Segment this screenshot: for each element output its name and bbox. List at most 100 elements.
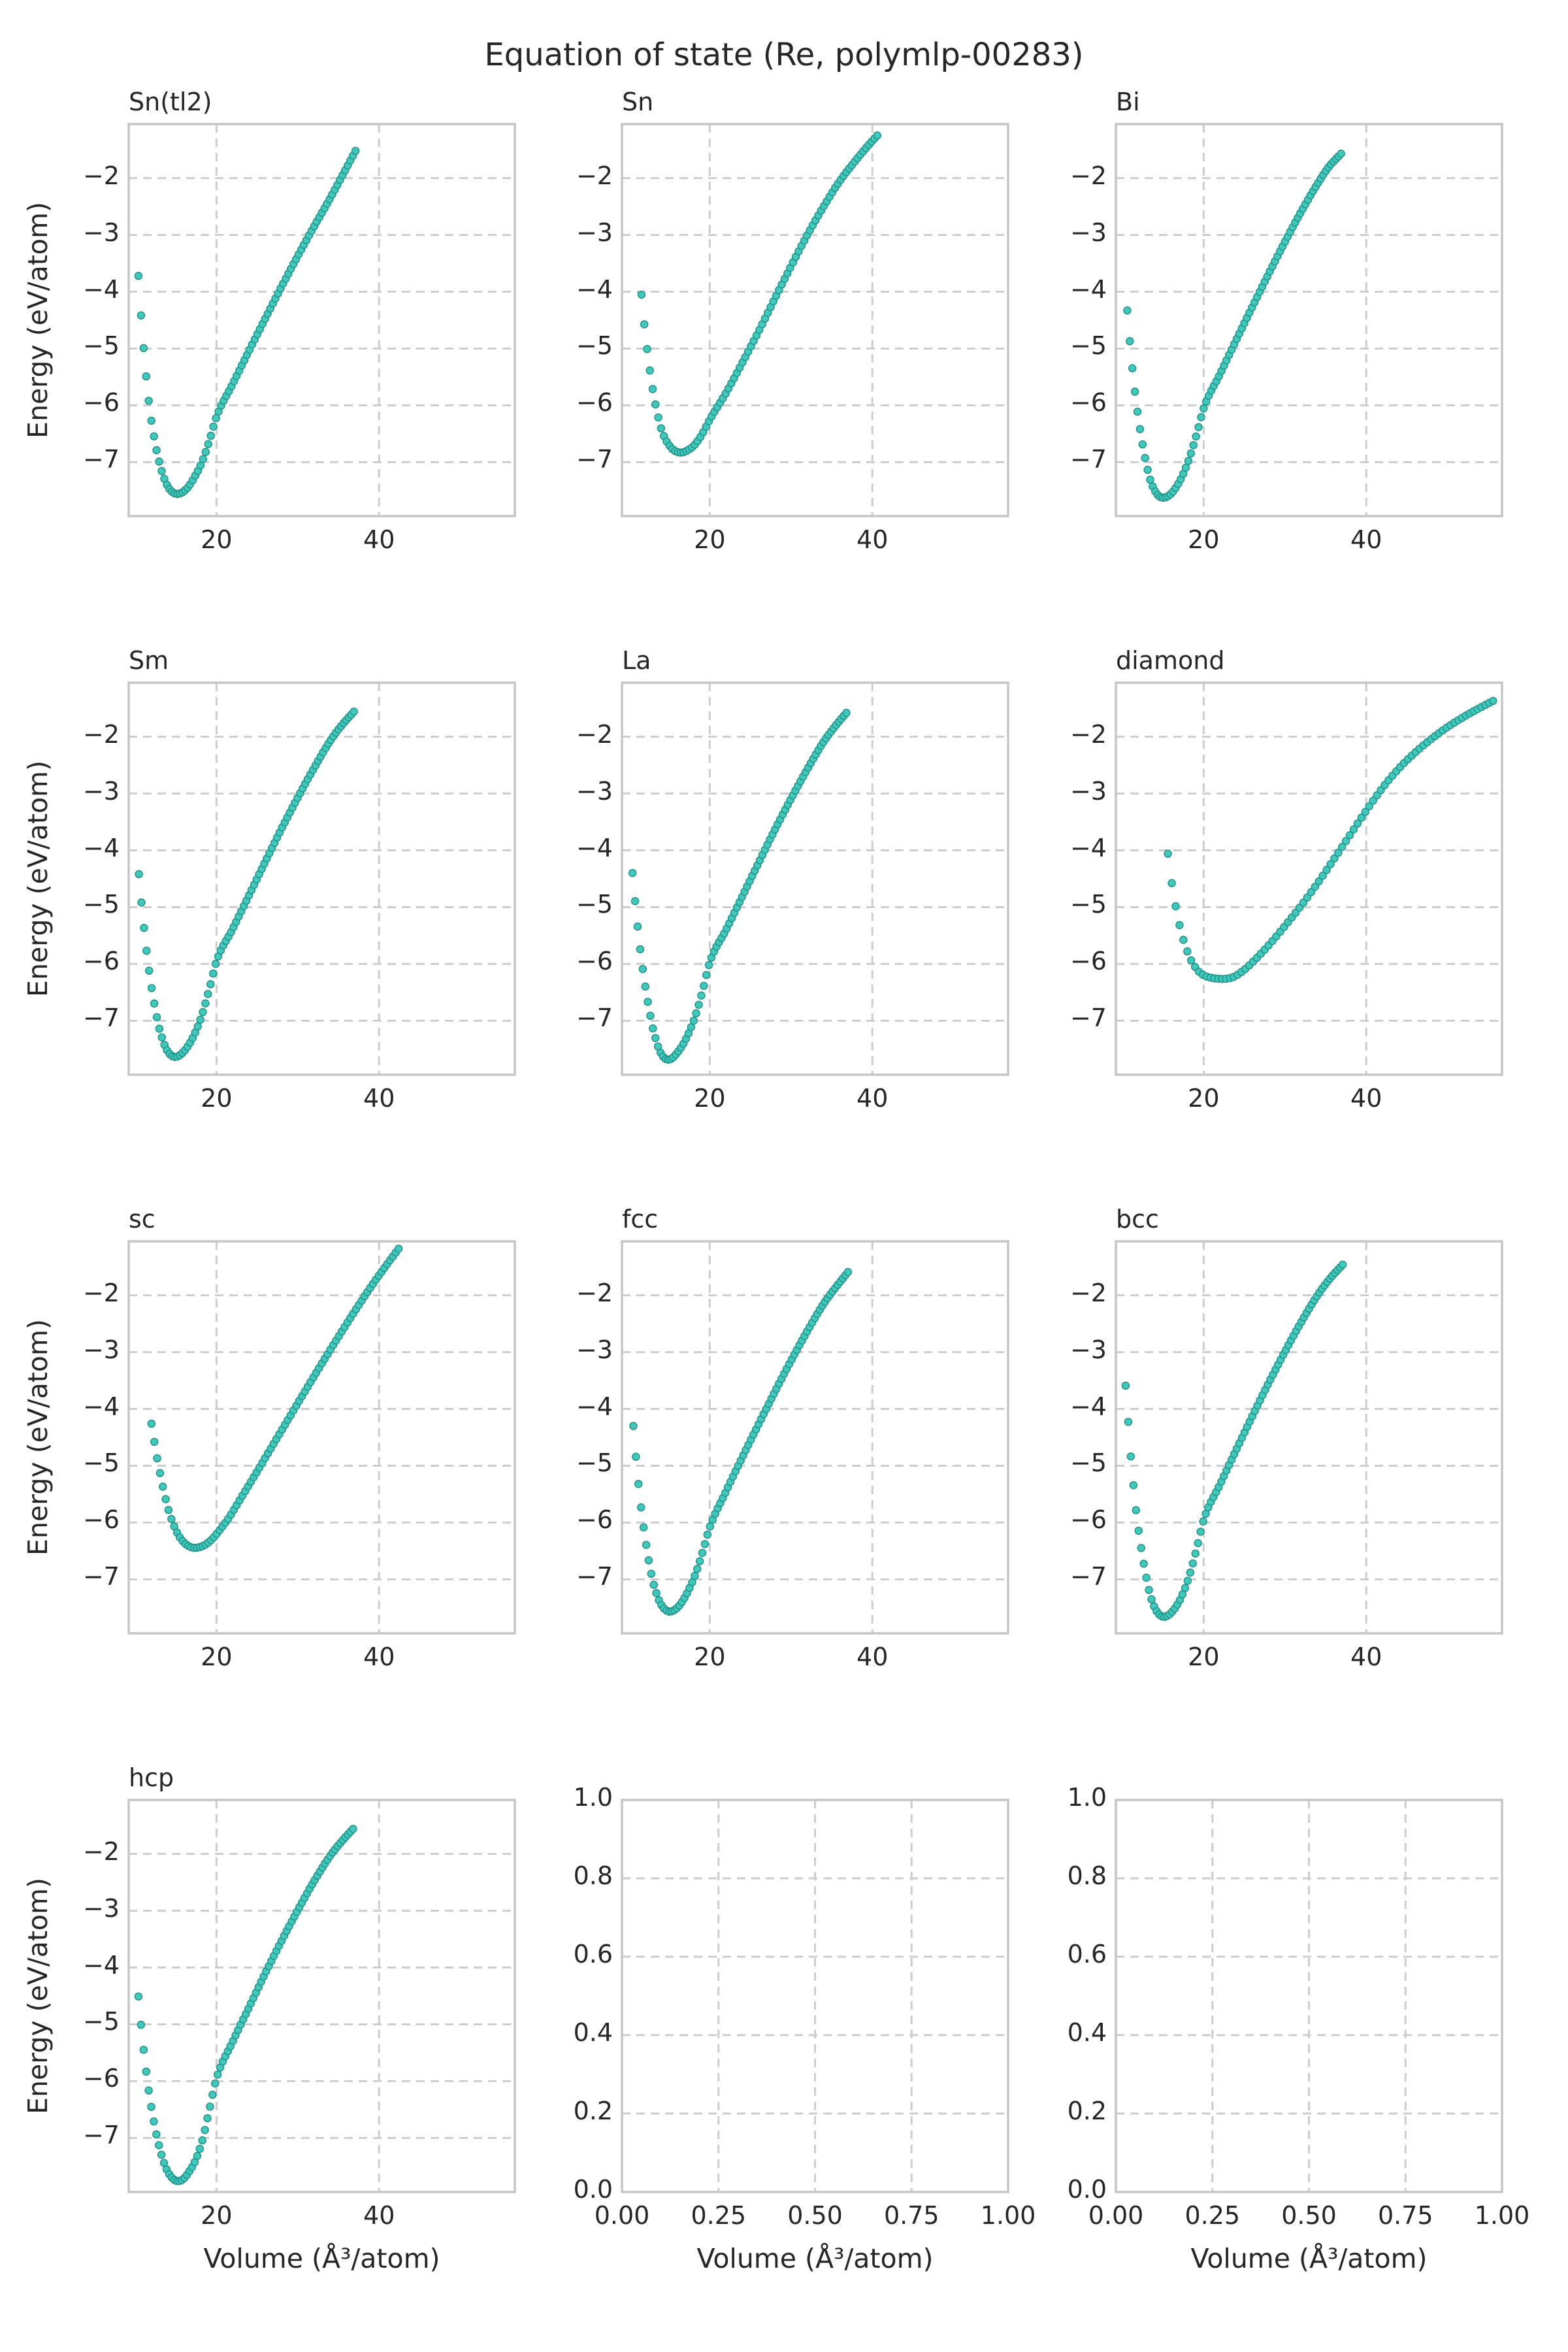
x-tick-label: 40 — [857, 525, 889, 554]
data-point — [639, 1523, 648, 1532]
subplot-title-hcp: hcp — [129, 1763, 174, 1792]
data-point — [1138, 440, 1147, 449]
subplot-hcp — [127, 1799, 516, 2193]
data-point — [647, 1569, 655, 1578]
data-point — [351, 146, 360, 155]
data-point — [638, 965, 647, 973]
y-tick-label: −3 — [82, 218, 120, 247]
data-point — [1186, 449, 1196, 458]
subplot-title-sm: Sm — [129, 646, 169, 675]
data-point — [1334, 848, 1343, 857]
y-tick-label: −3 — [1070, 776, 1107, 806]
data-point — [657, 424, 666, 433]
y-tick-label: −5 — [82, 890, 120, 919]
data-point — [1357, 813, 1366, 822]
y-tick-label: 0.8 — [573, 1861, 613, 1890]
y-tick-label: −2 — [576, 1278, 613, 1307]
data-point — [199, 1007, 207, 1017]
data-point — [1171, 902, 1180, 911]
data-point — [155, 1469, 165, 1477]
data-point — [137, 311, 146, 319]
data-point — [1139, 1560, 1148, 1568]
subplot-empty-10 — [621, 1799, 1009, 2193]
data-point — [1184, 457, 1193, 465]
subplot-title-sn: Sn — [622, 88, 654, 116]
y-tick-label: −3 — [576, 1335, 613, 1364]
data-point — [142, 372, 151, 381]
data-point — [649, 1580, 658, 1589]
data-point — [1191, 1549, 1200, 1558]
y-tick-label: −3 — [82, 1335, 120, 1364]
data-point — [157, 466, 166, 476]
data-point — [651, 1034, 660, 1043]
data-point — [204, 440, 212, 448]
data-point — [1200, 404, 1208, 413]
data-point — [147, 1419, 156, 1428]
x-tick-label: 20 — [201, 1084, 233, 1113]
data-point — [1330, 854, 1339, 863]
data-point — [1318, 872, 1327, 880]
y-tick-label: −4 — [576, 833, 613, 862]
gridlines — [1116, 1241, 1502, 1633]
data-point — [198, 2136, 206, 2145]
data-point — [1132, 1506, 1140, 1514]
data-point — [1197, 413, 1205, 421]
data-point — [642, 1541, 651, 1549]
data-point — [1311, 883, 1320, 891]
x-axis-label-col-3: Volume (Å³/atom) — [1190, 2243, 1428, 2274]
y-tick-label: −7 — [1070, 1004, 1107, 1033]
data-point — [1168, 879, 1176, 887]
data-point — [208, 2090, 217, 2099]
data-point — [214, 2070, 222, 2079]
data-point — [1128, 364, 1137, 372]
data-point — [689, 1017, 698, 1025]
data-point — [637, 1503, 645, 1512]
data-point — [1129, 1481, 1138, 1490]
data-point — [196, 1015, 204, 1024]
y-tick-label: −6 — [82, 1505, 120, 1535]
subplot-empty-11 — [1115, 1799, 1503, 2193]
y-tick-label: −2 — [1070, 161, 1107, 190]
data-point — [350, 708, 358, 716]
data-point — [154, 2141, 163, 2149]
data-point — [1194, 423, 1203, 431]
plot-spines — [127, 1240, 516, 1635]
x-tick-label: 0.25 — [1184, 2201, 1241, 2230]
data-point — [206, 2102, 214, 2111]
y-tick-label: −7 — [82, 2121, 120, 2150]
data-point — [147, 2102, 155, 2111]
x-tick-label: 20 — [1188, 1084, 1220, 1113]
data-point — [1135, 425, 1145, 433]
data-point — [1181, 463, 1190, 472]
data-point — [1175, 921, 1184, 930]
x-tick-label: 40 — [1350, 1084, 1382, 1113]
x-tick-label: 0.75 — [1377, 2201, 1433, 2230]
data-point — [633, 922, 642, 931]
subplot-title-sc: sc — [129, 1205, 155, 1233]
data-point — [648, 385, 657, 393]
data-point — [703, 1530, 712, 1539]
data-point — [134, 272, 143, 280]
y-tick-label: −4 — [1070, 833, 1107, 862]
data-point — [641, 982, 649, 991]
data-point — [694, 1000, 703, 1009]
gridlines — [129, 683, 515, 1075]
y-tick-label: −3 — [1070, 218, 1107, 247]
y-tick-label: −2 — [1070, 1278, 1107, 1307]
y-tick-label: −3 — [576, 218, 613, 247]
data-point — [137, 2020, 146, 2029]
data-point — [1142, 1573, 1151, 1582]
y-tick-label: 0.2 — [1067, 2097, 1107, 2125]
data-point — [629, 1422, 638, 1430]
x-tick-label: 40 — [1350, 525, 1382, 554]
y-tick-label: −5 — [576, 331, 613, 361]
plot-spines — [1115, 1799, 1503, 2193]
data-point — [144, 397, 153, 405]
data-point — [140, 924, 148, 932]
x-tick-label: 20 — [1188, 1642, 1220, 1671]
data-point — [700, 981, 708, 990]
y-tick-label: −4 — [1070, 274, 1107, 304]
data-point — [700, 1540, 710, 1548]
y-tick-label: −6 — [82, 388, 120, 417]
